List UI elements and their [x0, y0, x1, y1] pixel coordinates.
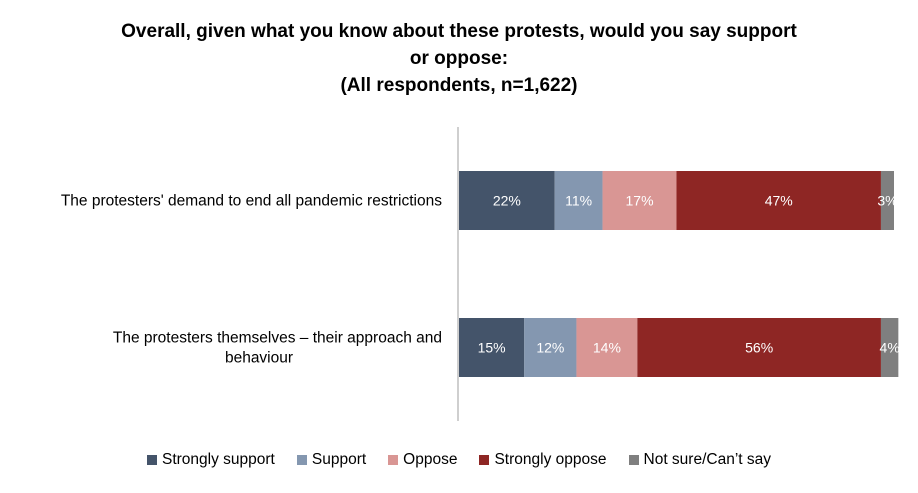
data-label-2-1: 15%: [478, 340, 506, 356]
bar-segment-2-2: [524, 318, 577, 377]
legend-label-3: Oppose: [403, 451, 458, 468]
bar-segment-2-4: [637, 318, 881, 377]
legend-item-3: Oppose: [388, 451, 457, 469]
bar-segment-1-3: [602, 171, 677, 230]
chart-title: Overall, given what you know about these…: [0, 18, 918, 99]
legend-swatch-4: [479, 455, 490, 465]
data-label-2-4: 56%: [745, 340, 773, 356]
bar-segment-2-5: [880, 318, 899, 377]
stacked-bar-plot: The protesters' demand to end all pandem…: [61, 127, 900, 421]
legend-swatch-2: [296, 455, 307, 465]
data-label-1-3: 17%: [626, 193, 654, 209]
bar-segment-1-2: [554, 171, 603, 230]
legend-item-1: Strongly support: [147, 451, 275, 469]
legend: Strongly support Support Oppose Strongly op…: [0, 451, 918, 469]
category-label-1-line-1: The protesters' demand to end all pandem…: [61, 193, 442, 210]
title-line-3: (All respondents, n=1,622): [340, 75, 578, 96]
legend-label-4: Strongly oppose: [494, 451, 607, 468]
bar-segment-1-1: [459, 171, 555, 230]
legend-label-2: Support: [311, 451, 367, 468]
legend-item-5: Not sure/Can’t say: [628, 451, 772, 469]
bar-segment-1-4: [676, 171, 881, 230]
legend-label-1: Strongly support: [162, 451, 275, 468]
bar-segment-2-1: [459, 318, 525, 377]
legend-label-5: Not sure/Can’t say: [643, 451, 772, 468]
legend-item-2: Support: [296, 451, 367, 469]
category-label-2-line-1: The protesters themselves – their approa…: [113, 330, 442, 347]
bar-segment-2-3: [576, 318, 638, 377]
bar-segment-1-5: [880, 171, 894, 230]
category-label-2-line-2: behaviour: [225, 350, 293, 367]
legend-item-4: Strongly oppose: [479, 451, 607, 469]
legend-swatch-5: [628, 455, 639, 465]
data-label-1-4: 47%: [765, 193, 793, 209]
data-label-2-5: 4%: [880, 340, 900, 356]
data-label-1-5: 3%: [877, 193, 897, 209]
data-label-2-2: 12%: [536, 340, 564, 356]
title-line-1: Overall, given what you know about these…: [121, 21, 797, 42]
data-label-2-3: 14%: [593, 340, 621, 356]
legend-swatch-3: [388, 455, 399, 465]
legend-swatch-1: [147, 455, 157, 465]
data-label-1-2: 11%: [565, 193, 592, 209]
data-label-1-1: 22%: [493, 193, 521, 209]
title-line-2: or oppose:: [409, 48, 509, 69]
